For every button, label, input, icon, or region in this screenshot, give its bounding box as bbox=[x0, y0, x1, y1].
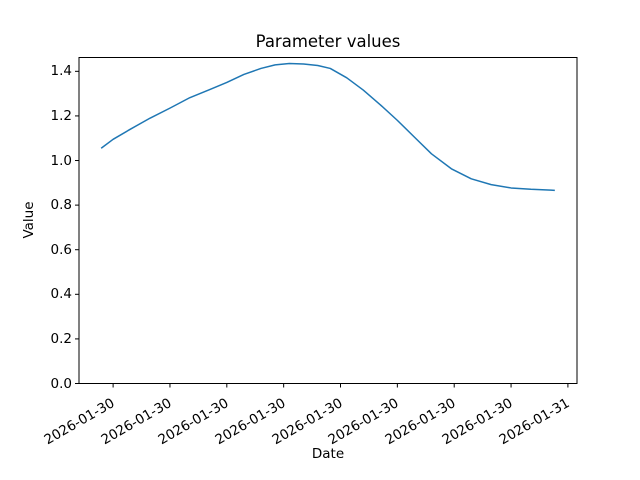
y-tick-label: 0.0 bbox=[50, 375, 72, 392]
y-tick-label: 1.0 bbox=[50, 152, 72, 169]
axes-spines bbox=[78, 57, 578, 384]
y-tick-label: 0.4 bbox=[50, 286, 72, 303]
y-tick-label: 0.2 bbox=[50, 330, 72, 347]
y-tick-label: 0.8 bbox=[50, 197, 72, 214]
chart-title: Parameter values bbox=[255, 32, 401, 51]
y-tick-label: 1.4 bbox=[50, 63, 72, 80]
series-line bbox=[100, 62, 555, 192]
y-tick-label: 1.2 bbox=[50, 107, 72, 124]
y-tick-label: 0.6 bbox=[50, 241, 72, 258]
x-axis-label: Date bbox=[311, 446, 345, 462]
